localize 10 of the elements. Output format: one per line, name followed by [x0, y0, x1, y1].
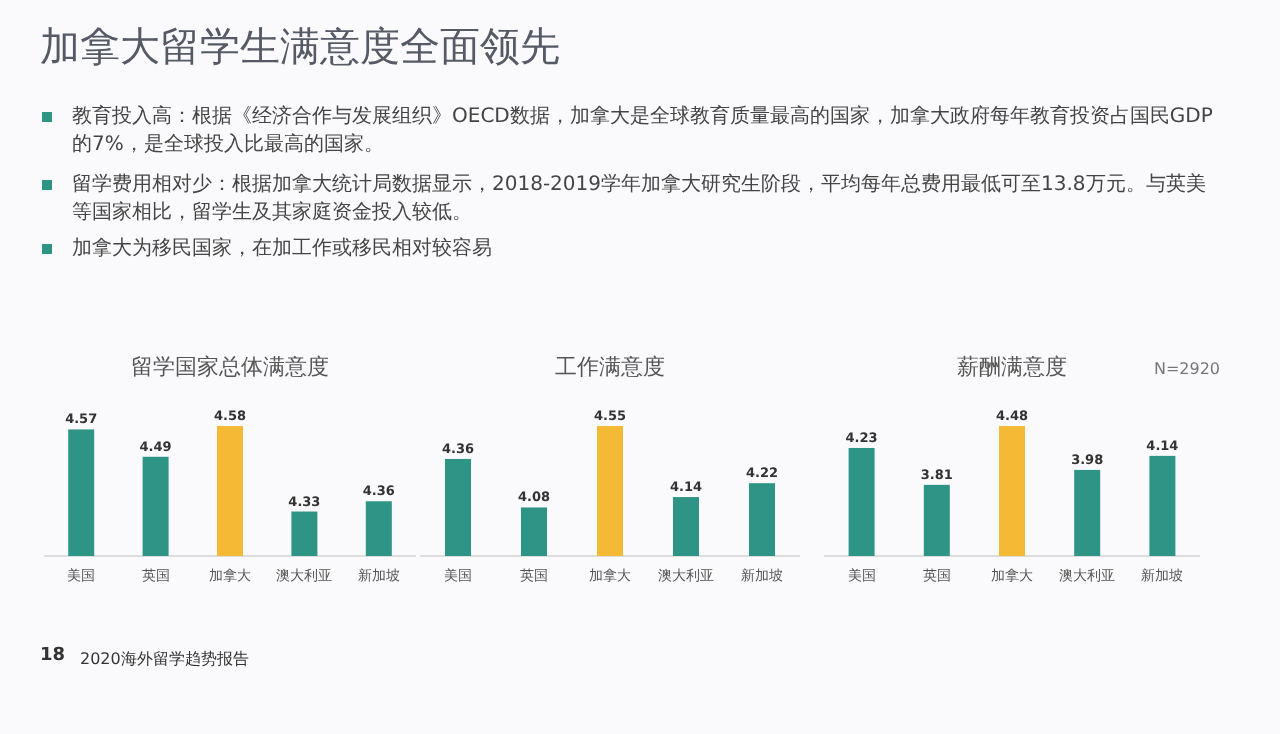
text: N=2920: [1153, 360, 1220, 378]
text: 加拿大为移民国家，在加工作或移民相对较容易: [72, 236, 494, 264]
chart-title: 留学国家总体满意度: [131, 354, 329, 380]
text: 教育投入高：根据《经济合作与发展组织》OECD数据，加拿大是全球教育质量最高的国家，加拿大政府每年教育投资占国民GDP的7%，是全球投入比最高的国家。: [72, 104, 1215, 160]
chart-title: 工作满意度: [555, 354, 665, 380]
text: 2020海外留学趋势报告: [80, 648, 249, 670]
text: 18: [40, 646, 66, 666]
text: 加拿大留学生满意度全面领先: [40, 20, 560, 74]
text: 留学费用相对少：根据加拿大统计局数据显示，2018-2019学年加拿大研究生阶段，平均每年总费用最低可至13.8万元。与英美等国家相比，留学生及其家庭资金投入较低。: [72, 172, 1208, 228]
chart-title: 薪酬满意度: [957, 354, 1067, 380]
